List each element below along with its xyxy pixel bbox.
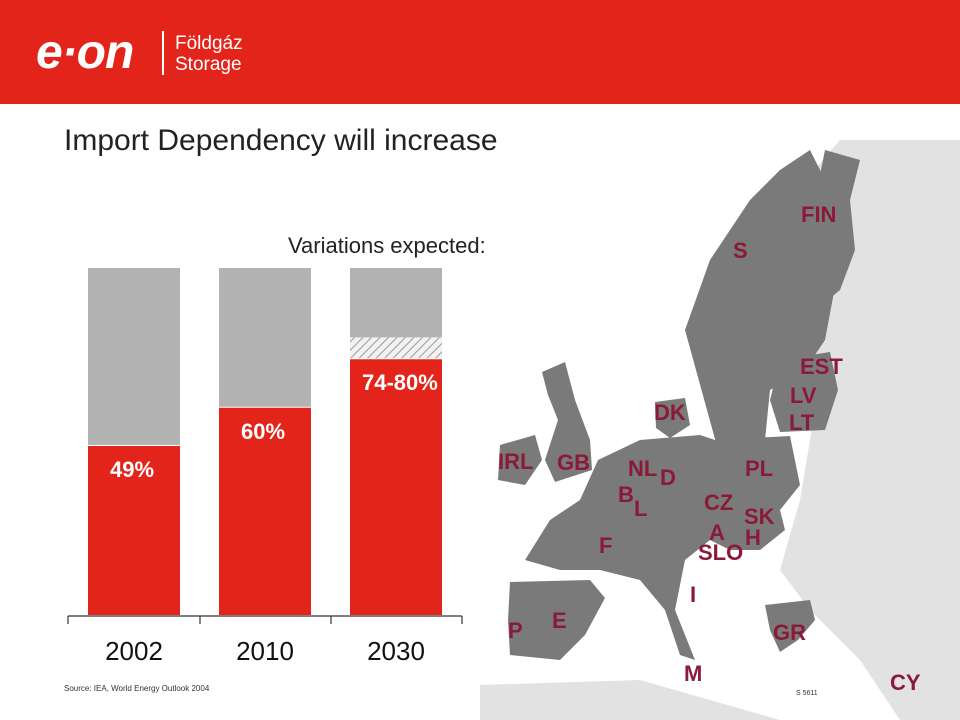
brand-name: Földgáz Storage (175, 33, 243, 75)
country-label-a: A (709, 520, 725, 545)
map-region-denmark (655, 398, 690, 438)
header-banner: e·on Földgáz Storage (0, 0, 960, 104)
page-title: Import Dependency will increase (64, 124, 498, 157)
map-region-iberia (508, 580, 605, 660)
x-tick-label-2030: 2030 (367, 636, 425, 666)
country-label-nl: NL (628, 456, 657, 481)
import-bar-segment-2002 (88, 444, 180, 615)
x-tick-label-2002: 2002 (105, 636, 163, 666)
data-label-2010: 60% (241, 419, 285, 444)
map-region-scandinavia (685, 150, 840, 490)
country-label-irl: IRL (498, 449, 533, 474)
country-label-h: H (745, 525, 761, 550)
country-label-cz: CZ (704, 490, 733, 515)
import-bar-segment-2030 (350, 358, 442, 615)
country-label-gb: GB (557, 450, 590, 475)
import-bar-segment-2010 (219, 406, 311, 615)
country-label-d: D (660, 465, 676, 490)
country-label-lv: LV (790, 383, 817, 408)
country-label-sk: SK (744, 504, 775, 529)
chart-bars (88, 268, 442, 615)
europe-map: FIN S EST LV LT DK IRL GB NL D PL B L CZ… (480, 140, 960, 720)
remaining-bar-segment-2010 (219, 268, 311, 407)
country-label-f: F (599, 533, 612, 558)
country-label-cy: CY (890, 670, 921, 695)
map-region-continent (525, 435, 800, 660)
slide-id: S 5611 (796, 690, 818, 697)
country-label-pl: PL (745, 456, 773, 481)
map-region-britain (542, 362, 592, 482)
country-label-b: B (618, 482, 634, 507)
country-label-dk: DK (654, 400, 686, 425)
country-label-e: E (552, 608, 567, 633)
brand-line-2: Storage (175, 54, 242, 75)
country-label-s: S (733, 238, 748, 263)
data-labels: 49% 60% 74-80% (110, 370, 438, 482)
remaining-bar-segment-2002 (88, 268, 180, 445)
eon-logo: e·on (36, 26, 134, 79)
chart-subtitle: Variations expected: (288, 233, 486, 258)
map-region-finland (775, 150, 860, 315)
country-label-lt: LT (789, 410, 815, 435)
country-label-l: L (634, 496, 647, 521)
data-label-2002: 49% (110, 457, 154, 482)
map-north-africa-land (480, 680, 780, 720)
map-region-ireland (498, 435, 542, 485)
country-label-p: P (508, 618, 523, 643)
brand-line-1: Földgáz (175, 33, 243, 54)
country-label-gr: GR (773, 620, 806, 645)
country-label-slo: SLO (698, 540, 743, 565)
country-label-fin: FIN (801, 202, 836, 227)
import-dependency-chart: 2002 2010 2030 49% 60% 74-80% (67, 268, 463, 666)
x-tick-labels: 2002 2010 2030 (105, 636, 425, 666)
remaining-bar-segment-2030 (350, 268, 442, 338)
source-note: Source: IEA, World Energy Outlook 2004 (64, 684, 210, 693)
country-label-i: I (690, 582, 696, 607)
map-region-greece (765, 600, 815, 652)
country-label-est: EST (800, 354, 843, 379)
x-tick-label-2010: 2010 (236, 636, 294, 666)
country-label-m: M (684, 661, 702, 686)
range-bar-segment-2030 (350, 337, 442, 359)
map-region-baltics (770, 352, 838, 432)
logo-divider (162, 31, 164, 75)
data-label-2030: 74-80% (362, 370, 438, 395)
